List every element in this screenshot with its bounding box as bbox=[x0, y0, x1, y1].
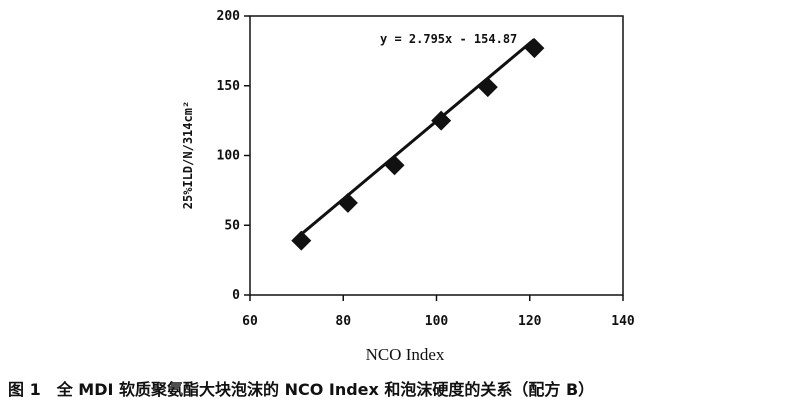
y-axis: 0 50 100 150 200 bbox=[217, 9, 250, 303]
data-point-marker bbox=[524, 38, 545, 59]
x-axis-label: NCO Index bbox=[366, 345, 445, 364]
data-point-marker bbox=[291, 230, 312, 251]
x-tick-label: 120 bbox=[518, 314, 542, 329]
x-tick-label: 60 bbox=[242, 314, 258, 329]
data-point-marker bbox=[431, 110, 452, 131]
x-tick-label: 140 bbox=[611, 314, 635, 329]
x-tick-label: 80 bbox=[335, 314, 351, 329]
data-point-marker bbox=[337, 192, 358, 213]
y-tick-label: 50 bbox=[224, 218, 240, 233]
y-tick-label: 200 bbox=[217, 9, 241, 24]
trendline bbox=[300, 38, 536, 236]
trendline-equation: y = 2.795x - 154.87 bbox=[380, 32, 517, 46]
y-tick-label: 150 bbox=[217, 79, 241, 94]
data-point-marker bbox=[384, 155, 405, 176]
x-axis: 60 80 100 120 140 bbox=[242, 295, 635, 329]
trendline-layer bbox=[300, 38, 536, 236]
figure-caption: 图 1 全 MDI 软质聚氨酯大块泡沫的 NCO Index 和泡沫硬度的关系（… bbox=[8, 380, 594, 399]
data-point-marker bbox=[477, 77, 498, 98]
data-points bbox=[291, 38, 545, 251]
y-tick-label: 0 bbox=[232, 288, 240, 303]
plot-area-frame bbox=[249, 15, 624, 296]
x-tick-label: 100 bbox=[425, 314, 449, 329]
y-axis-label: 25%ILD/N/314cm² bbox=[181, 101, 195, 209]
y-tick-label: 100 bbox=[217, 149, 241, 164]
